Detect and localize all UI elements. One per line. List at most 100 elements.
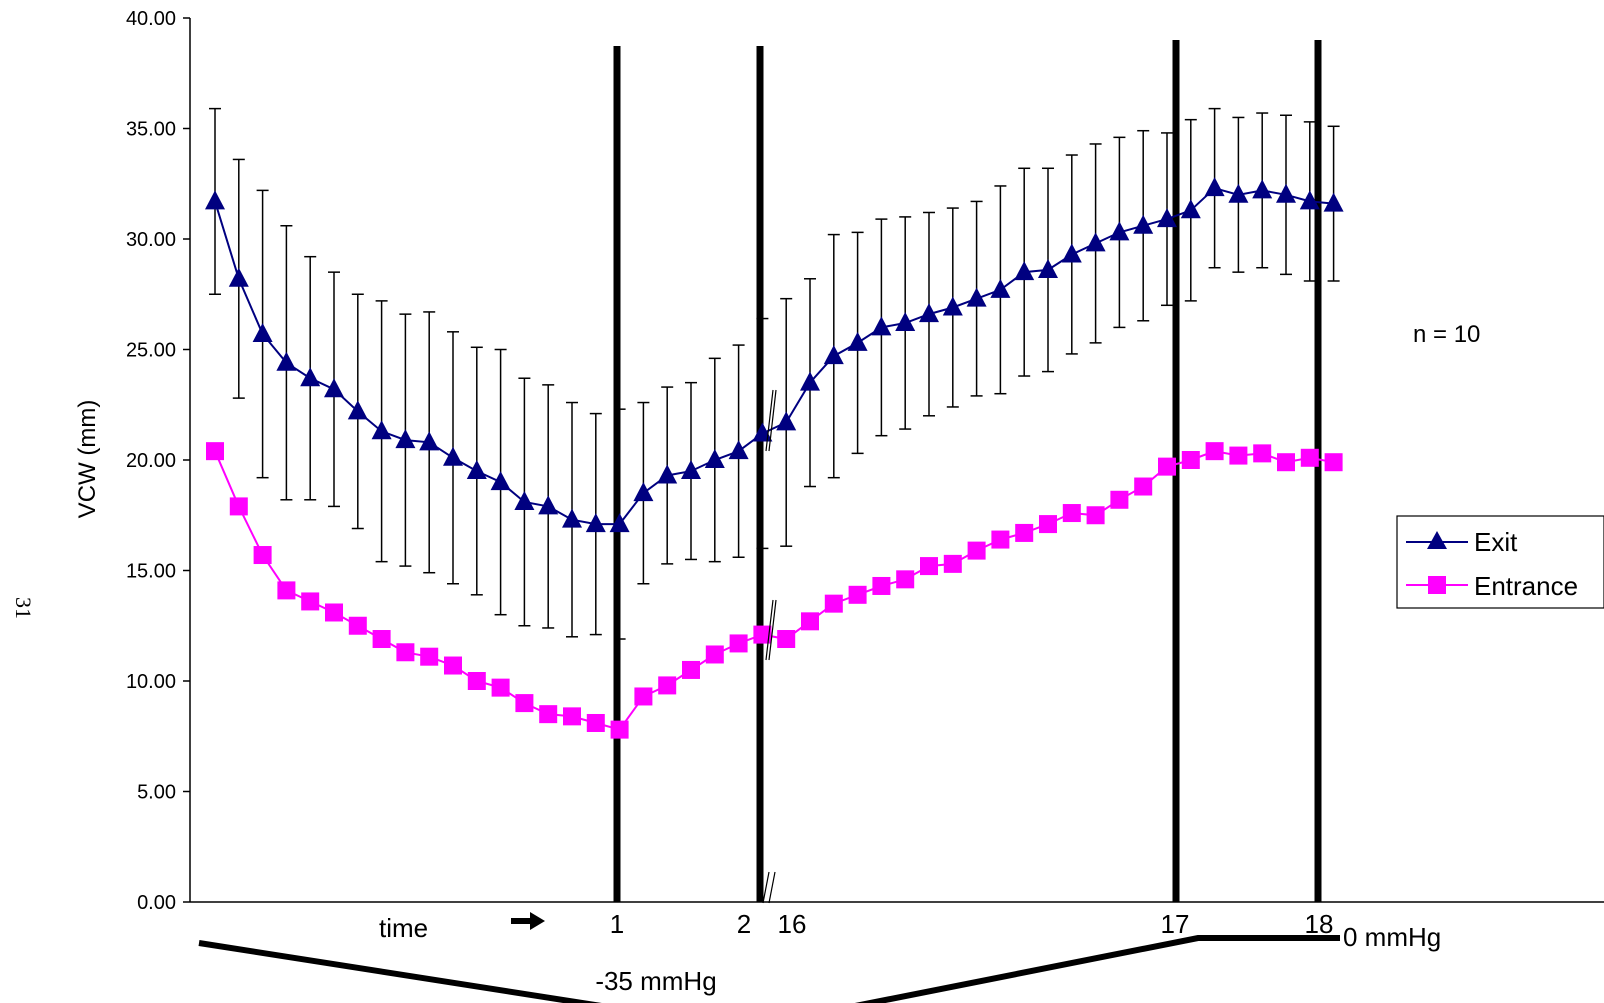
data-point-entrance [253,546,272,565]
data-point-exit [276,351,297,371]
y-ticks: 0.00 5.00 10.00 15.00 20.00 25.00 30.00 35.00 40… [126,8,190,914]
data-point-entrance [896,570,915,589]
x-label-time: time [379,913,428,943]
data-point-exit [205,190,225,210]
data-point-exit [966,287,987,307]
error-bars [209,107,1340,640]
data-point-entrance [1158,457,1176,476]
pressure-label-low: -35 mmHg [595,966,716,996]
y-tick-label: 35.00 [126,119,176,141]
data-point-exit [1323,192,1344,212]
data-point-exit [609,513,630,533]
data-point-exit [1014,261,1035,281]
data-point-entrance [539,705,558,724]
phase-markers [613,40,1322,902]
data-point-exit [1204,177,1225,197]
data-point-entrance [277,581,296,600]
y-tick-label: 10.00 [126,671,176,693]
data-point-entrance [848,585,867,604]
x-label-16: 16 [778,909,807,939]
data-point-entrance [943,554,962,573]
data-point-exit [1180,199,1201,219]
data-point-exit [300,367,321,387]
y-tick-label: 40.00 [126,8,176,30]
data-point-entrance [682,660,700,679]
data-point-entrance [658,676,677,695]
data-point-exit [324,378,344,398]
data-point-exit [466,460,487,480]
data-point-exit [942,296,963,316]
legend-exit-label: Exit [1474,527,1518,557]
data-point-exit [704,449,725,468]
data-point-entrance [348,616,367,635]
y-tick-label: 30.00 [126,229,176,251]
y-axis-label: VCW (mm) [74,400,101,519]
data-point-exit [1276,183,1296,203]
data-point-exit [633,482,654,502]
data-point-entrance [967,541,986,560]
y-tick-label: 15.00 [126,561,176,583]
data-point-exit [252,323,273,343]
x-label-18: 18 [1305,909,1334,939]
data-point-entrance [610,720,629,739]
y-tick-label: 25.00 [126,340,176,362]
data-point-exit [847,331,868,351]
data-point-exit [823,345,844,365]
data-point-exit [371,420,392,440]
data-point-exit [1085,232,1106,252]
data-point-entrance [563,707,581,726]
data-point-exit [776,411,797,431]
data-point-entrance [1015,523,1034,542]
data-point-exit [1157,208,1177,228]
data-point-exit [1133,214,1154,234]
data-point-exit [419,431,440,451]
legend-entrance-marker [1428,576,1446,594]
data-point-exit [1299,190,1320,210]
data-point-entrance [777,630,796,649]
data-point-exit [1109,221,1130,241]
axis-break-marks [762,389,777,904]
data-point-entrance [1205,442,1224,461]
sample-size-label: n = 10 [1413,321,1480,348]
x-label-1: 1 [610,909,624,939]
data-point-entrance [1086,506,1105,525]
data-point-entrance [729,634,748,653]
data-point-entrance [1039,515,1057,534]
data-point-exit [347,400,368,420]
data-point-exit [1038,258,1058,278]
data-point-entrance [1134,477,1153,496]
data-point-entrance [1229,446,1248,465]
data-point-entrance [1062,504,1081,523]
data-point-entrance [1277,453,1295,472]
data-point-entrance [444,656,462,675]
series-line-entrance [214,450,1334,731]
data-point-entrance [1324,453,1343,472]
y-tick-label: 0.00 [137,892,176,914]
data-point-exit [1228,183,1249,203]
y-tick-label: 20.00 [126,450,176,472]
data-point-exit [228,267,249,287]
data-point-entrance [991,530,1010,549]
x-label-17: 17 [1161,909,1190,939]
data-point-exit [681,460,701,480]
data-point-entrance [634,687,653,706]
data-point-entrance [396,643,415,662]
y-tick-label: 5.00 [137,782,176,804]
data-point-entrance [801,612,819,631]
data-point-exit [1252,179,1273,199]
data-point-entrance [467,672,486,690]
data-point-exit [585,513,606,533]
data-point-exit [990,278,1011,298]
data-point-entrance [872,576,891,595]
data-point-entrance [229,497,248,516]
series-layer [205,177,1344,739]
data-point-entrance [753,625,772,644]
data-point-exit [871,316,892,336]
arrow-right-icon [511,912,545,930]
legend-entrance-label: Entrance [1474,571,1578,601]
data-point-entrance [1110,490,1129,509]
data-point-entrance [420,647,439,666]
data-point-exit [728,440,749,460]
data-point-entrance [491,678,510,697]
